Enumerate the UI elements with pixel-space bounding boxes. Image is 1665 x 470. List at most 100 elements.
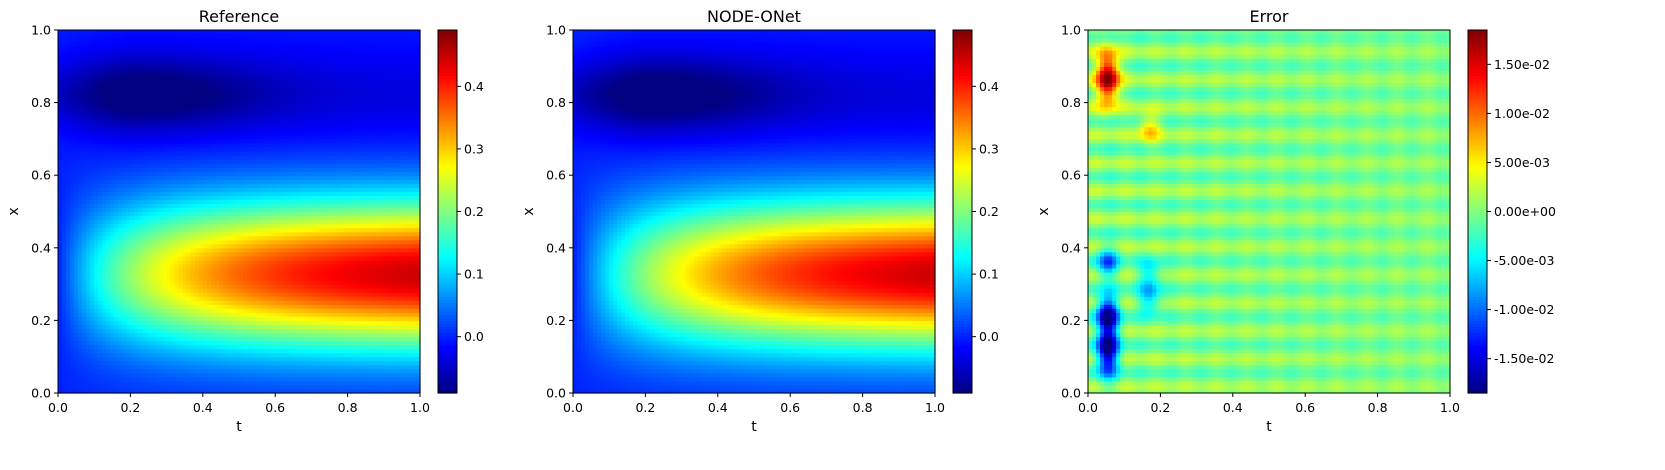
heatmap-cell: [158, 340, 164, 346]
heatmap-cell: [158, 195, 164, 200]
heatmap-cell: [90, 255, 95, 261]
heatmap-cell: [178, 134, 184, 140]
heatmap-cell: [150, 304, 156, 309]
heatmap-cell: [275, 251, 280, 257]
heatmap-cell: [275, 219, 280, 225]
heatmap-cell: [259, 215, 264, 221]
heatmap-cell: [271, 376, 276, 382]
heatmap-cell: [222, 114, 228, 120]
heatmap-cell: [74, 247, 79, 253]
heatmap-cell: [271, 151, 276, 156]
heatmap-cell: [210, 352, 216, 358]
heatmap-cell: [182, 356, 188, 362]
heatmap-cell: [86, 30, 91, 35]
heatmap-cell: [234, 171, 240, 176]
heatmap-cell: [138, 183, 144, 188]
heatmap-cell: [62, 122, 67, 128]
heatmap-cell: [251, 146, 256, 152]
heatmap-cell: [126, 62, 131, 67]
heatmap-cell: [130, 320, 136, 326]
heatmap-cell: [74, 94, 79, 100]
heatmap-cell: [78, 239, 83, 245]
heatmap-cell: [142, 34, 148, 39]
heatmap-cell: [154, 344, 160, 350]
heatmap-cell: [94, 167, 99, 172]
heatmap-cell: [275, 316, 280, 321]
heatmap-cell: [134, 155, 140, 160]
heatmap-cell: [226, 280, 232, 285]
heatmap-cell: [271, 276, 276, 281]
heatmap-cell: [178, 90, 184, 96]
heatmap-cell: [255, 191, 260, 196]
heatmap-cell: [94, 376, 99, 382]
heatmap-cell: [243, 324, 248, 330]
heatmap-cell: [58, 356, 63, 362]
heatmap-cell: [78, 263, 83, 269]
heatmap-cell: [106, 356, 111, 362]
heatmap-cell: [230, 66, 236, 71]
heatmap-cell: [134, 352, 140, 358]
heatmap-cell: [202, 348, 208, 354]
heatmap-cell: [82, 155, 87, 160]
heatmap-cell: [166, 328, 172, 334]
heatmap-cell: [114, 183, 119, 188]
heatmap-cell: [142, 352, 148, 358]
heatmap-cell: [275, 223, 280, 229]
heatmap-cell: [243, 368, 248, 374]
heatmap-cell: [142, 247, 148, 253]
heatmap-cell: [122, 146, 127, 152]
heatmap-cell: [206, 243, 212, 249]
heatmap-cell: [218, 110, 224, 116]
heatmap-cell: [234, 316, 240, 321]
heatmap-cell: [210, 223, 216, 229]
heatmap-cell: [243, 239, 248, 245]
heatmap-cell: [150, 30, 156, 35]
heatmap-cell: [190, 380, 196, 386]
heatmap-cell: [182, 239, 188, 245]
heatmap-cell: [271, 308, 276, 313]
heatmap-cell: [206, 272, 212, 277]
heatmap-cell: [70, 118, 75, 124]
heatmap-cell: [234, 320, 240, 326]
heatmap-cell: [146, 167, 152, 172]
heatmap-cell: [234, 167, 240, 172]
heatmap-cell: [130, 171, 136, 176]
heatmap-cell: [247, 70, 252, 75]
heatmap-cell: [255, 376, 260, 382]
heatmap-cell: [178, 94, 184, 100]
heatmap-cell: [138, 219, 144, 225]
heatmap-cell: [138, 344, 144, 350]
heatmap-cell: [130, 247, 136, 253]
heatmap-cell: [94, 328, 99, 334]
heatmap-cell: [94, 384, 99, 390]
heatmap-cell: [267, 372, 272, 378]
heatmap-cell: [94, 296, 99, 301]
heatmap-cell: [239, 167, 244, 172]
heatmap-cell: [126, 183, 131, 188]
heatmap-cell: [70, 336, 75, 342]
heatmap-cell: [174, 183, 180, 188]
heatmap-cell: [206, 34, 212, 39]
heatmap-cell: [74, 388, 79, 394]
heatmap-cell: [158, 46, 164, 51]
heatmap-cell: [267, 54, 272, 59]
heatmap-cell: [74, 344, 79, 350]
heatmap-cell: [259, 320, 264, 326]
heatmap-cell: [263, 376, 268, 382]
heatmap-cell: [58, 142, 63, 148]
heatmap-cell: [142, 276, 148, 281]
heatmap-cell: [146, 231, 152, 237]
heatmap-cell: [142, 102, 148, 108]
heatmap-cell: [82, 336, 87, 342]
heatmap-cell: [66, 340, 71, 346]
heatmap-cell: [142, 142, 148, 148]
heatmap-cell: [206, 90, 212, 96]
heatmap-cell: [66, 368, 71, 374]
heatmap-cell: [90, 46, 95, 51]
heatmap-cell: [118, 34, 123, 39]
heatmap-cell: [146, 34, 152, 39]
heatmap-cell: [102, 255, 107, 261]
heatmap-cell: [102, 288, 107, 293]
heatmap-cell: [98, 187, 103, 192]
heatmap-cell: [202, 267, 208, 273]
